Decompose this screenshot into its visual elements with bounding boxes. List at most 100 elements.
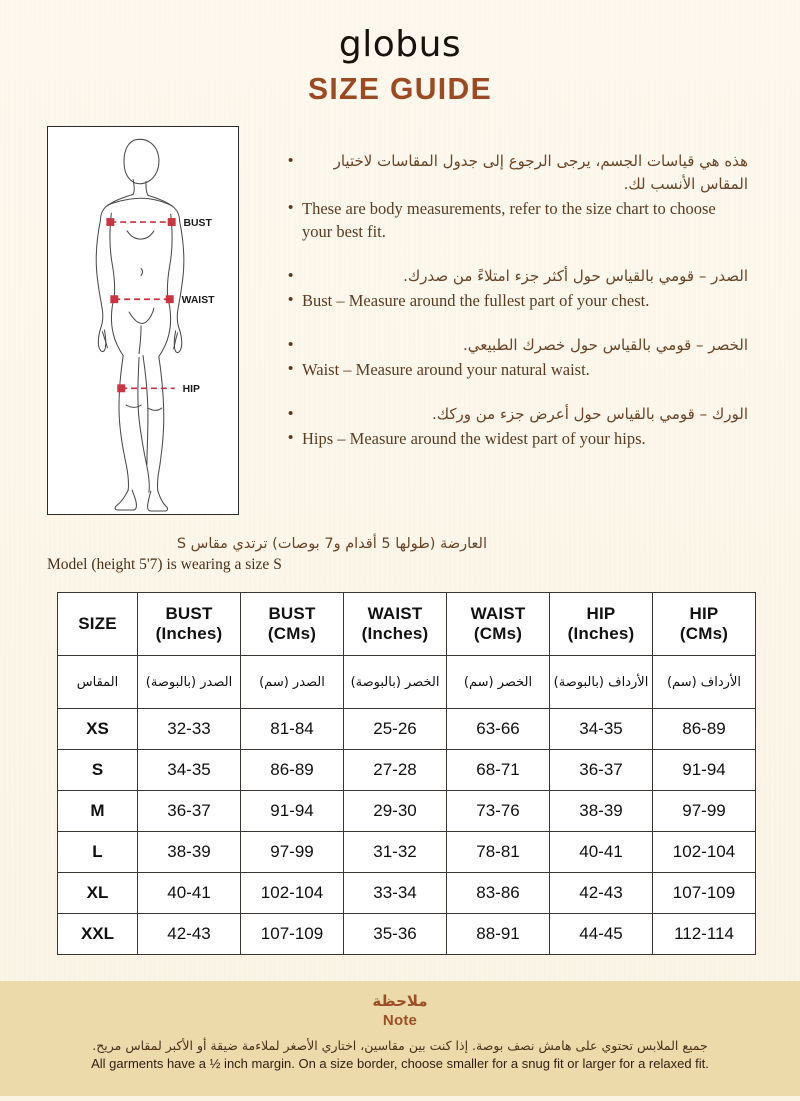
waist-marker-label: WAIST xyxy=(182,295,216,306)
size-chart: SIZE BUST (Inches) BUST (CMs) WAIST (Inc… xyxy=(57,592,756,955)
cell-waist-in: 35-36 xyxy=(343,913,447,955)
instruction-text-ar: هذه هي قياسات الجسم، يرجى الرجوع إلى جدو… xyxy=(333,152,748,193)
table-row: S 34-35 86-89 27-28 68-71 36-37 91-94 xyxy=(57,749,756,791)
header-cell-hip-inches: HIP (Inches) xyxy=(549,592,653,656)
table-row: XXL 42-43 107-109 35-36 88-91 44-45 112-114 xyxy=(57,913,756,955)
note-title-ar: ملاحظة xyxy=(372,992,428,1010)
cell-size: M xyxy=(57,790,138,832)
list-item: • Bust – Measure around the fullest part… xyxy=(288,289,748,312)
female-body-illustration: BUST WAIST HIP xyxy=(95,138,216,512)
list-item: • Hips – Measure around the widest part … xyxy=(288,427,748,450)
cell-waist-cm: 78-81 xyxy=(446,831,550,873)
cell-size: XXL xyxy=(57,913,138,955)
cell-bust-cm: 102-104 xyxy=(240,872,344,914)
cell-hip-cm: 107-109 xyxy=(652,872,756,914)
bust-marker-label: BUST xyxy=(184,218,213,229)
header-cell-waist-cms: WAIST (CMs) xyxy=(446,592,550,656)
cell-size: L xyxy=(57,831,138,873)
cell-size: XL xyxy=(57,872,138,914)
cell-bust-in: 34-35 xyxy=(137,749,241,791)
cell-bust-cm: 86-89 xyxy=(240,749,344,791)
table-header-row-ar: المقاس الصدر (بالبوصة) الصدر (سم) الخصر … xyxy=(57,655,756,709)
cell-waist-in: 27-28 xyxy=(343,749,447,791)
brand-logo: globus xyxy=(338,24,462,65)
bullet-icon: • xyxy=(288,429,294,446)
cell-hip-in: 36-37 xyxy=(549,749,653,791)
cell-hip-in: 44-45 xyxy=(549,913,653,955)
header-cell-waist-cms-ar: الخصر (سم) xyxy=(446,655,550,709)
cell-size: S xyxy=(57,749,138,791)
instruction-text-en: Waist – Measure around your natural wais… xyxy=(302,360,590,379)
table-row: XL 40-41 102-104 33-34 83-86 42-43 107-109 xyxy=(57,872,756,914)
header: globus SIZE GUIDE xyxy=(0,26,800,105)
cell-waist-cm: 63-66 xyxy=(446,708,550,750)
cell-hip-cm: 97-99 xyxy=(652,790,756,832)
header-cell-waist-inches: WAIST (Inches) xyxy=(343,592,447,656)
cell-bust-cm: 81-84 xyxy=(240,708,344,750)
model-caption-en: Model (height 5'7) is wearing a size S xyxy=(47,556,282,573)
header-cell-bust-cms-ar: الصدر (سم) xyxy=(240,655,344,709)
cell-hip-cm: 112-114 xyxy=(652,913,756,955)
cell-hip-in: 42-43 xyxy=(549,872,653,914)
instruction-group-waist: • الخصر – قومي بالقياس حول خصرك الطبيعي.… xyxy=(288,334,748,381)
cell-hip-in: 34-35 xyxy=(549,708,653,750)
list-item: • الصدر – قومي بالقياس حول أكثر جزء امتل… xyxy=(288,265,748,288)
cell-bust-in: 42-43 xyxy=(137,913,241,955)
table-row: XS 32-33 81-84 25-26 63-66 34-35 86-89 xyxy=(57,708,756,750)
instruction-text-en: These are body measurements, refer to th… xyxy=(302,199,716,241)
measurement-instructions-list: • هذه هي قياسات الجسم، يرجى الرجوع إلى ج… xyxy=(288,150,748,451)
cell-waist-cm: 88-91 xyxy=(446,913,550,955)
page-title: SIZE GUIDE xyxy=(307,70,492,106)
instruction-text-en: Bust – Measure around the fullest part o… xyxy=(302,291,650,310)
cell-hip-cm: 86-89 xyxy=(652,708,756,750)
cell-hip-cm: 91-94 xyxy=(652,749,756,791)
list-item: • Waist – Measure around your natural wa… xyxy=(288,358,748,381)
model-caption-ar: العارضة (طولها 5 أقدام و7 بوصات) ترتدي م… xyxy=(176,536,487,552)
cell-bust-in: 38-39 xyxy=(137,831,241,873)
cell-waist-in: 25-26 xyxy=(343,708,447,750)
bullet-icon: • xyxy=(288,336,294,353)
hip-marker-label: HIP xyxy=(183,384,200,395)
cell-hip-in: 38-39 xyxy=(549,790,653,832)
list-item: • These are body measurements, refer to … xyxy=(288,197,748,243)
header-cell-bust-inches: BUST (Inches) xyxy=(137,592,241,656)
cell-waist-cm: 73-76 xyxy=(446,790,550,832)
header-cell-size: SIZE xyxy=(57,592,138,656)
cell-waist-in: 29-30 xyxy=(343,790,447,832)
instruction-text-ar: الصدر – قومي بالقياس حول أكثر جزء امتلاء… xyxy=(403,267,748,285)
note-title-en: Note xyxy=(382,1012,418,1029)
cell-waist-in: 31-32 xyxy=(343,831,447,873)
cell-bust-in: 36-37 xyxy=(137,790,241,832)
bullet-icon: • xyxy=(288,199,294,216)
list-item: • الورك – قومي بالقياس حول أعرض جزء من و… xyxy=(288,403,748,426)
instruction-text-en: Hips – Measure around the widest part of… xyxy=(302,429,646,448)
size-chart-body: XS 32-33 81-84 25-26 63-66 34-35 86-89 S 34-35 86… xyxy=(57,708,756,955)
header-cell-hip-inches-ar: الأرداف (بالبوصة) xyxy=(549,655,653,709)
cell-bust-in: 32-33 xyxy=(137,708,241,750)
table-row: M 36-37 91-94 29-30 73-76 38-39 97-99 xyxy=(57,790,756,832)
cell-bust-cm: 97-99 xyxy=(240,831,344,873)
note-body-ar: جميع الملابس تحتوي على هامش نصف بوصة. إذ… xyxy=(92,1038,708,1053)
note-section: ملاحظة Note جميع الملابس تحتوي على هامش … xyxy=(0,981,800,1096)
bullet-icon: • xyxy=(288,360,294,377)
header-cell-size-ar: المقاس xyxy=(57,655,138,709)
list-item: • هذه هي قياسات الجسم، يرجى الرجوع إلى ج… xyxy=(288,150,748,196)
bust-measurement-line xyxy=(106,218,176,226)
note-body-en: All garments have a ½ inch margin. On a … xyxy=(91,1056,709,1071)
bullet-icon: • xyxy=(288,405,294,422)
list-item: • الخصر – قومي بالقياس حول خصرك الطبيعي. xyxy=(288,334,748,357)
header-cell-waist-inches-ar: الخصر (بالبوصة) xyxy=(343,655,447,709)
cell-bust-cm: 91-94 xyxy=(240,790,344,832)
instruction-text-ar: الخصر – قومي بالقياس حول خصرك الطبيعي. xyxy=(462,336,748,354)
header-cell-hip-cms-ar: الأرداف (سم) xyxy=(652,655,756,709)
cell-bust-cm: 107-109 xyxy=(240,913,344,955)
bullet-icon: • xyxy=(288,291,294,308)
cell-hip-cm: 102-104 xyxy=(652,831,756,873)
instruction-group-hips: • الورك – قومي بالقياس حول أعرض جزء من و… xyxy=(288,403,748,450)
body-diagram-panel: BUST WAIST HIP xyxy=(47,126,239,515)
cell-waist-in: 33-34 xyxy=(343,872,447,914)
model-caption: العارضة (طولها 5 أقدام و7 بوصات) ترتدي م… xyxy=(47,534,487,575)
waist-measurement-line xyxy=(110,295,174,304)
cell-waist-cm: 83-86 xyxy=(446,872,550,914)
table-header-row-en: SIZE BUST (Inches) BUST (CMs) WAIST (Inc… xyxy=(57,592,756,656)
